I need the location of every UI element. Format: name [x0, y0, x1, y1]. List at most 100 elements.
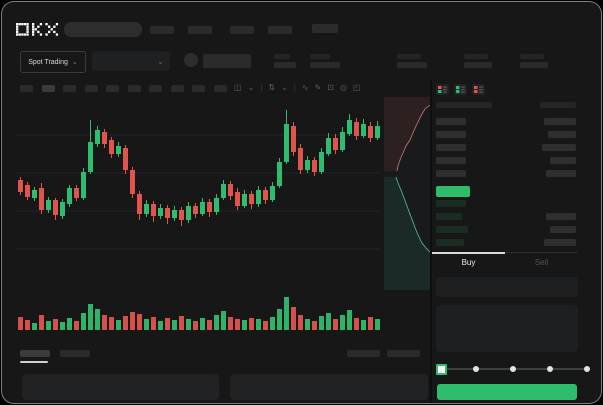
amount-cell: [550, 157, 576, 164]
amount-cell: [550, 226, 576, 233]
bid-row[interactable]: [436, 200, 576, 207]
draw-icon[interactable]: ✎: [314, 83, 322, 92]
ask-row[interactable]: [436, 144, 576, 151]
okx-logo: [16, 23, 59, 36]
price-cell: [436, 131, 466, 138]
orders-panel: [22, 374, 219, 400]
buy-button[interactable]: [437, 384, 577, 400]
ticker-stat-label: [520, 54, 544, 59]
active-tab-underline: [20, 361, 48, 363]
bid-row[interactable]: [436, 226, 576, 233]
chevron-down-icon[interactable]: ⌄: [281, 83, 288, 92]
amount-field[interactable]: [436, 305, 578, 352]
amount-cell: [546, 170, 576, 177]
ticker-stat-label: [310, 54, 330, 59]
ticker-stat-label: [397, 54, 421, 59]
timeframe-button[interactable]: [20, 85, 33, 92]
pair-selector[interactable]: ⌄: [92, 51, 170, 71]
orderbook-col-header: [540, 102, 576, 108]
orders-filter-tab[interactable]: [347, 350, 380, 357]
tab-buy[interactable]: Buy: [432, 252, 505, 270]
fullscreen-icon[interactable]: ◰: [352, 83, 361, 92]
timeframe-button[interactable]: [63, 85, 76, 92]
nav-item[interactable]: [312, 24, 338, 33]
timeframe-button[interactable]: [127, 85, 141, 92]
ticker-stat-label: [274, 54, 290, 59]
chart-toolbar: ◫ ⌄ | ⇅ ⌄ | ∿ ✎ ⊡ ◎ ◰: [234, 83, 360, 93]
amount-cell: [544, 239, 576, 246]
slider-stop[interactable]: [473, 366, 479, 372]
ticker-stat-value: [397, 62, 427, 68]
separator: |: [293, 83, 296, 92]
coin-avatar: [184, 53, 198, 67]
price-cell: [436, 200, 466, 207]
slider-stop[interactable]: [547, 366, 553, 372]
settings-icon[interactable]: ◎: [339, 83, 347, 92]
amount-cell: [544, 118, 576, 125]
nav-item[interactable]: [230, 26, 254, 34]
timeframe-button[interactable]: [192, 85, 205, 92]
ticker-stat-value: [310, 62, 340, 68]
orderbook-asks-icon[interactable]: [472, 84, 485, 95]
ask-row[interactable]: [436, 157, 576, 164]
timeframe-button[interactable]: [149, 85, 162, 92]
chevron-down-icon[interactable]: ⌄: [247, 83, 255, 92]
ask-row[interactable]: [436, 118, 576, 125]
panel-divider: [430, 80, 432, 403]
slider-stop[interactable]: [510, 366, 516, 372]
timeframe-button[interactable]: [84, 85, 98, 92]
chevron-down-icon: ⌄: [157, 56, 164, 66]
bid-row[interactable]: [436, 213, 576, 220]
amount-cell: [542, 144, 576, 151]
indicator-icon[interactable]: ∿: [301, 83, 309, 92]
price-cell: [436, 239, 464, 246]
price-cell: [436, 226, 468, 233]
compare-icon[interactable]: ⇅: [268, 83, 276, 92]
price-cell: [436, 157, 466, 164]
slider-stop[interactable]: [584, 366, 590, 372]
last-price-value: [203, 54, 251, 68]
price-cell: [436, 118, 466, 125]
bid-row[interactable]: [436, 239, 576, 246]
price-cell: [436, 213, 462, 220]
orders-panel: [230, 374, 428, 400]
timeframe-button[interactable]: [41, 85, 55, 92]
orders-tab-active[interactable]: [20, 350, 50, 357]
search-input[interactable]: [64, 22, 142, 37]
timeframe-button[interactable]: [106, 85, 119, 92]
ask-row[interactable]: [436, 131, 576, 138]
ticker-stat-value: [274, 62, 296, 68]
orderbook-col-header: [436, 102, 492, 108]
orderbook-last-price[interactable]: [436, 186, 470, 197]
ticker-stat-label: [464, 54, 488, 59]
nav-item[interactable]: [268, 26, 292, 34]
timeframe-button[interactable]: [213, 85, 227, 92]
orderbook-bids-icon[interactable]: [454, 84, 467, 95]
slider-stop[interactable]: [436, 364, 447, 375]
ticker-stat-value: [464, 62, 492, 68]
chevron-down-icon: ⌄: [71, 59, 78, 66]
ticker-stat-value: [520, 62, 548, 68]
orders-tab[interactable]: [60, 350, 90, 357]
tab-sell[interactable]: Sell: [534, 257, 549, 267]
nav-item[interactable]: [150, 26, 174, 34]
price-field[interactable]: [436, 277, 578, 297]
separator: |: [260, 83, 263, 92]
amount-cell: [546, 213, 576, 220]
orderbook-split-icon[interactable]: [436, 84, 449, 95]
ask-row[interactable]: [436, 170, 576, 177]
chart-type-icon[interactable]: ◫: [234, 83, 242, 92]
market-type-selector[interactable]: Spot Trading ⌄: [20, 51, 86, 73]
screenshot-icon[interactable]: ⊡: [327, 83, 334, 92]
amount-slider[interactable]: [436, 364, 590, 375]
buy-sell-tabs: Buy Sell: [432, 252, 578, 270]
market-type-label: Spot Trading: [28, 58, 68, 66]
timeframe-button[interactable]: [170, 85, 184, 92]
price-cell: [436, 144, 466, 151]
nav-item[interactable]: [188, 26, 212, 34]
price-cell: [436, 170, 466, 177]
orders-filter-tab[interactable]: [387, 350, 420, 357]
